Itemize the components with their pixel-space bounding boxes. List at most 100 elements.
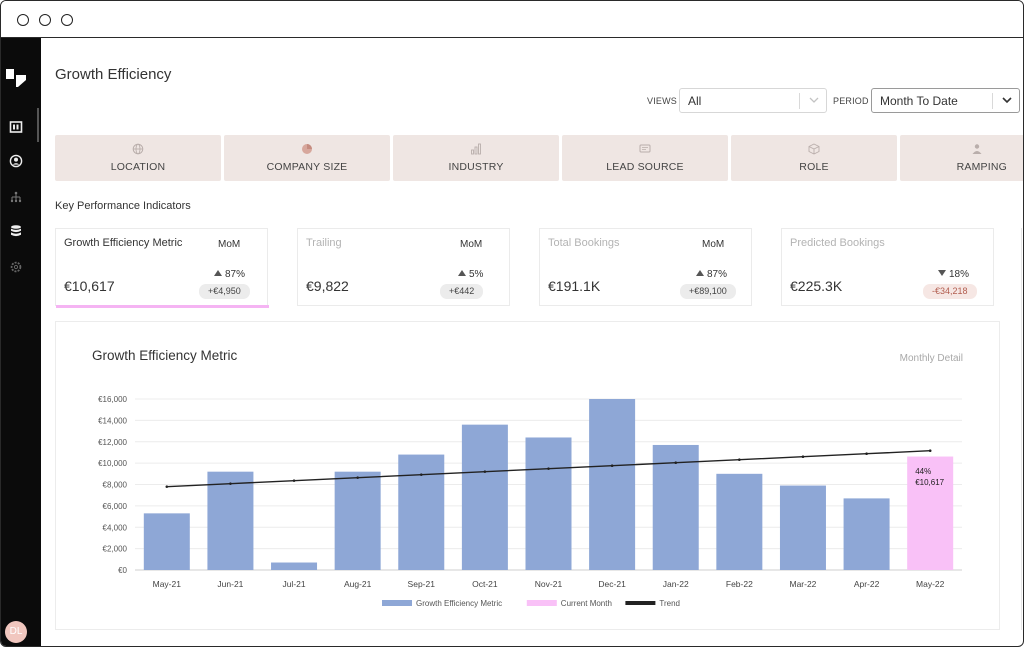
kpi-change-percent: 87%: [707, 269, 728, 280]
filter-label: COMPANY SIZE: [266, 161, 348, 173]
filter-lead-source[interactable]: LEAD SOURCE: [562, 135, 728, 181]
x-tick-label: Feb-22: [726, 579, 753, 589]
y-tick-label: €8,000: [103, 481, 128, 490]
bar-chart: €0 €2,000 €4,000 €6,000 €8,000 €10,000 €12,000…: [98, 395, 962, 608]
filter-role[interactable]: ROLE: [731, 135, 897, 181]
database-icon[interactable]: [9, 224, 23, 238]
x-tick-label: May-22: [916, 579, 945, 589]
period-select-value: Month To Date: [880, 94, 958, 108]
settings-icon[interactable]: [9, 260, 23, 274]
logo-icon[interactable]: [5, 68, 27, 88]
chart-bar: [589, 399, 636, 570]
arrow-down-icon: [938, 270, 946, 276]
kpi-change: 5%: [458, 269, 483, 280]
y-tick-label: €2,000: [103, 545, 128, 554]
trend-point: [356, 476, 359, 479]
kpi-name: Trailing: [306, 237, 342, 249]
chart-bar: [716, 473, 763, 570]
x-tick-label: May-21: [153, 579, 182, 589]
kpi-card-predicted-bookings[interactable]: Predicted Bookings €225.3K 18% -€34,218: [781, 228, 994, 306]
chart-bar: [843, 498, 890, 570]
arrow-up-icon: [696, 270, 704, 276]
x-tick-label: Oct-21: [472, 579, 498, 589]
chevron-down-icon[interactable]: [1001, 93, 1013, 107]
selected-indicator: [56, 305, 269, 308]
dashboard-icon[interactable]: [9, 120, 23, 134]
trend-point: [419, 473, 423, 476]
chevron-down-icon[interactable]: [808, 93, 820, 107]
views-select[interactable]: All: [679, 88, 827, 113]
y-tick-label: €4,000: [103, 523, 128, 532]
kpi-period: MoM: [218, 239, 241, 250]
arrow-up-icon: [458, 270, 466, 276]
window-maximize-button[interactable]: [61, 14, 73, 26]
x-tick-label: Jan-22: [663, 579, 689, 589]
filter-label: ROLE: [799, 161, 829, 173]
x-tick-label: Mar-22: [789, 579, 816, 589]
chart-bar: [907, 456, 954, 570]
filter-company-size[interactable]: COMPANY SIZE: [224, 135, 390, 181]
period-label: PERIOD: [833, 96, 869, 106]
trend-point: [674, 461, 678, 464]
chart-bar: [779, 485, 826, 570]
monthly-detail-link[interactable]: Monthly Detail: [899, 353, 963, 364]
panel-edge: [1021, 228, 1022, 630]
avatar[interactable]: DL: [5, 621, 27, 643]
kpi-value: €191.1K: [548, 278, 601, 294]
filter-ramping[interactable]: RAMPING: [900, 135, 1023, 181]
filter-label: LEAD SOURCE: [606, 161, 684, 173]
user-circle-icon[interactable]: [9, 154, 23, 168]
y-tick-label: €10,000: [98, 459, 127, 468]
kpi-change: 87%: [696, 269, 727, 280]
annotation-label: 44%: [915, 467, 931, 476]
sidebar: DL: [1, 38, 41, 646]
legend-swatch: [526, 600, 557, 606]
y-tick-label: €16,000: [98, 395, 127, 404]
kpi-name: Total Bookings: [548, 237, 620, 249]
kpi-card-trailing[interactable]: Trailing MoM €9,822 5% +€442: [297, 228, 510, 306]
window-close-button[interactable]: [17, 14, 29, 26]
sidebar-active-indicator: [37, 108, 39, 142]
trend-point: [229, 482, 232, 485]
kpi-value: €225.3K: [790, 278, 843, 294]
arrow-up-icon: [214, 270, 222, 276]
trend-point: [483, 470, 487, 473]
kpi-change: 18%: [938, 269, 969, 280]
x-tick-label: Dec-21: [598, 579, 626, 589]
window-minimize-button[interactable]: [39, 14, 51, 26]
x-tick-label: Apr-22: [854, 579, 880, 589]
kpi-delta-badge: +€4,950: [199, 284, 250, 299]
globe-icon: [132, 143, 144, 155]
chart-bar: [525, 437, 572, 570]
legend-swatch: [382, 600, 412, 606]
chart-bar: [398, 454, 445, 570]
hierarchy-icon[interactable]: [9, 190, 23, 204]
filter-label: RAMPING: [956, 161, 1007, 173]
trend-point: [928, 449, 932, 453]
cube-icon: [808, 143, 820, 155]
kpi-card-growth-efficiency[interactable]: Growth Efficiency Metric MoM €10,617 87%…: [55, 228, 269, 308]
chart-title: Growth Efficiency Metric: [92, 348, 238, 363]
filter-label: INDUSTRY: [448, 161, 504, 173]
kpi-value: €10,617: [64, 278, 115, 294]
page-title: Growth Efficiency: [55, 66, 172, 83]
filter-label: LOCATION: [110, 161, 166, 173]
x-tick-label: Jul-21: [282, 579, 305, 589]
kpi-change: 87%: [214, 269, 245, 280]
period-select[interactable]: Month To Date: [871, 88, 1020, 113]
pie-chart-icon: [302, 144, 312, 154]
trend-point: [610, 464, 614, 467]
kpi-change-percent: 5%: [469, 269, 484, 280]
person-icon: [972, 144, 982, 154]
trend-point: [292, 479, 296, 482]
kpi-change-percent: 87%: [225, 269, 246, 280]
kpi-change-percent: 18%: [949, 269, 970, 280]
filter-location[interactable]: LOCATION: [55, 135, 221, 181]
legend-label: Growth Efficiency Metric: [416, 599, 502, 608]
legend-label: Trend: [659, 599, 680, 608]
chart-bar: [143, 513, 190, 570]
trend-point: [165, 485, 169, 488]
kpi-card-total-bookings[interactable]: Total Bookings MoM €191.1K 87% +€89,100: [539, 228, 752, 306]
filter-industry[interactable]: INDUSTRY: [393, 135, 559, 181]
